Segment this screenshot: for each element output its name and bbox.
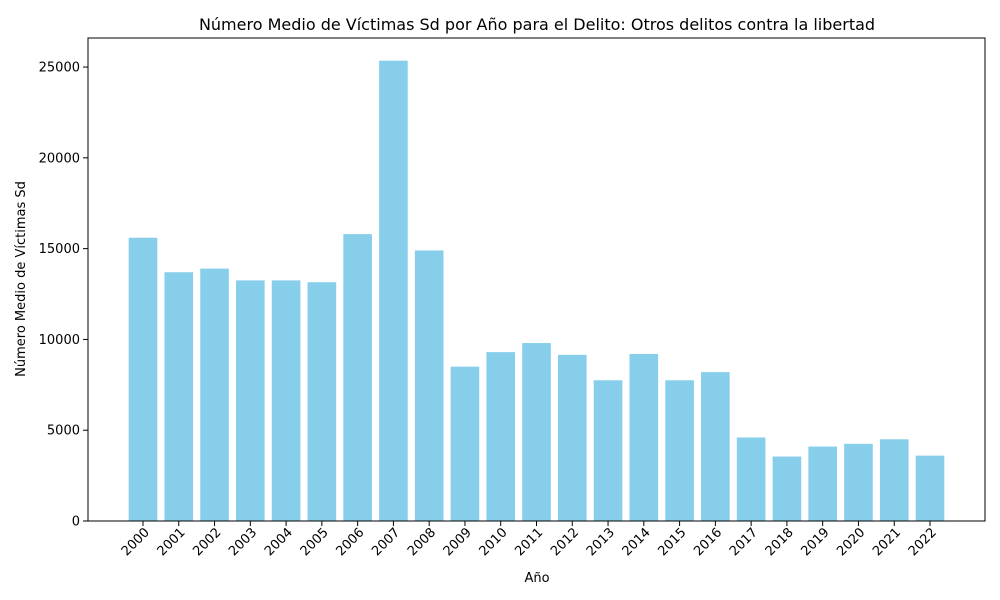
y-tick-label-5000: 5000 bbox=[47, 424, 80, 439]
x-tick-label-2011: 2011 bbox=[512, 525, 546, 559]
x-tick-label-2005: 2005 bbox=[298, 525, 332, 559]
bar-2020 bbox=[844, 443, 873, 521]
x-tick-label-2017: 2017 bbox=[727, 525, 761, 559]
plot-frame bbox=[87, 37, 986, 522]
x-tick-label-2015: 2015 bbox=[655, 525, 689, 559]
bars-group bbox=[128, 60, 945, 522]
y-tick-label-10000: 10000 bbox=[39, 333, 80, 348]
bar-2009 bbox=[450, 366, 480, 521]
x-tick-label-2004: 2004 bbox=[262, 525, 296, 559]
bar-2012 bbox=[557, 354, 587, 521]
x-tick-label-2019: 2019 bbox=[799, 525, 833, 559]
x-tick-label-2003: 2003 bbox=[226, 525, 260, 559]
x-tick-label-2012: 2012 bbox=[548, 525, 582, 559]
x-tick-label-2016: 2016 bbox=[691, 525, 725, 559]
bar-2011 bbox=[522, 343, 551, 521]
x-tick-label-2010: 2010 bbox=[477, 525, 511, 559]
bar-2013 bbox=[593, 380, 623, 521]
x-tick-label-2020: 2020 bbox=[834, 525, 868, 559]
bar-2015 bbox=[665, 380, 694, 521]
bar-2008 bbox=[414, 250, 444, 521]
x-axis: 2000 2001 2002 2003 2004 2005 2006 2007 2008 2009… bbox=[119, 521, 940, 559]
y-axis: 0 5000 10000 15000 20000 25000 bbox=[39, 61, 88, 530]
x-tick-label-2014: 2014 bbox=[620, 525, 654, 559]
bar-2005 bbox=[307, 282, 337, 521]
x-tick-label-2007: 2007 bbox=[369, 525, 403, 559]
bar-2019 bbox=[808, 446, 837, 521]
bar-2002 bbox=[200, 268, 229, 521]
x-tick-label-2013: 2013 bbox=[584, 525, 618, 559]
x-tick-label-2000: 2000 bbox=[119, 525, 153, 559]
x-tick-label-2001: 2001 bbox=[155, 525, 189, 559]
x-tick-label-2002: 2002 bbox=[190, 525, 224, 559]
chart-title: Número Medio de Víctimas Sd por Año para… bbox=[199, 15, 875, 34]
x-tick-label-2006: 2006 bbox=[333, 525, 367, 559]
y-tick-label-0: 0 bbox=[72, 515, 80, 530]
x-tick-label-2018: 2018 bbox=[763, 525, 797, 559]
bar-2018 bbox=[772, 456, 802, 521]
y-axis-label: Número Medio de Víctimas Sd bbox=[14, 181, 29, 377]
bar-2001 bbox=[164, 272, 194, 521]
bar-2017 bbox=[736, 437, 766, 521]
y-tick-label-25000: 25000 bbox=[39, 61, 80, 76]
bar-2014 bbox=[629, 353, 659, 521]
bar-2003 bbox=[236, 280, 265, 521]
bar-2006 bbox=[343, 234, 372, 521]
x-tick-label-2009: 2009 bbox=[441, 525, 475, 559]
y-tick-label-15000: 15000 bbox=[39, 242, 80, 257]
y-tick-label-20000: 20000 bbox=[39, 151, 80, 166]
x-axis-label: Año bbox=[524, 571, 549, 586]
x-tick-label-2022: 2022 bbox=[906, 525, 940, 559]
bar-2004 bbox=[271, 280, 301, 521]
bar-2010 bbox=[486, 352, 516, 521]
x-tick-label-2021: 2021 bbox=[870, 525, 904, 559]
bar-2021 bbox=[879, 439, 909, 521]
bar-2007 bbox=[379, 60, 408, 522]
bar-2016 bbox=[701, 372, 730, 521]
bar-2000 bbox=[128, 237, 158, 521]
bar-2022 bbox=[915, 455, 945, 521]
x-tick-label-2008: 2008 bbox=[405, 525, 439, 559]
